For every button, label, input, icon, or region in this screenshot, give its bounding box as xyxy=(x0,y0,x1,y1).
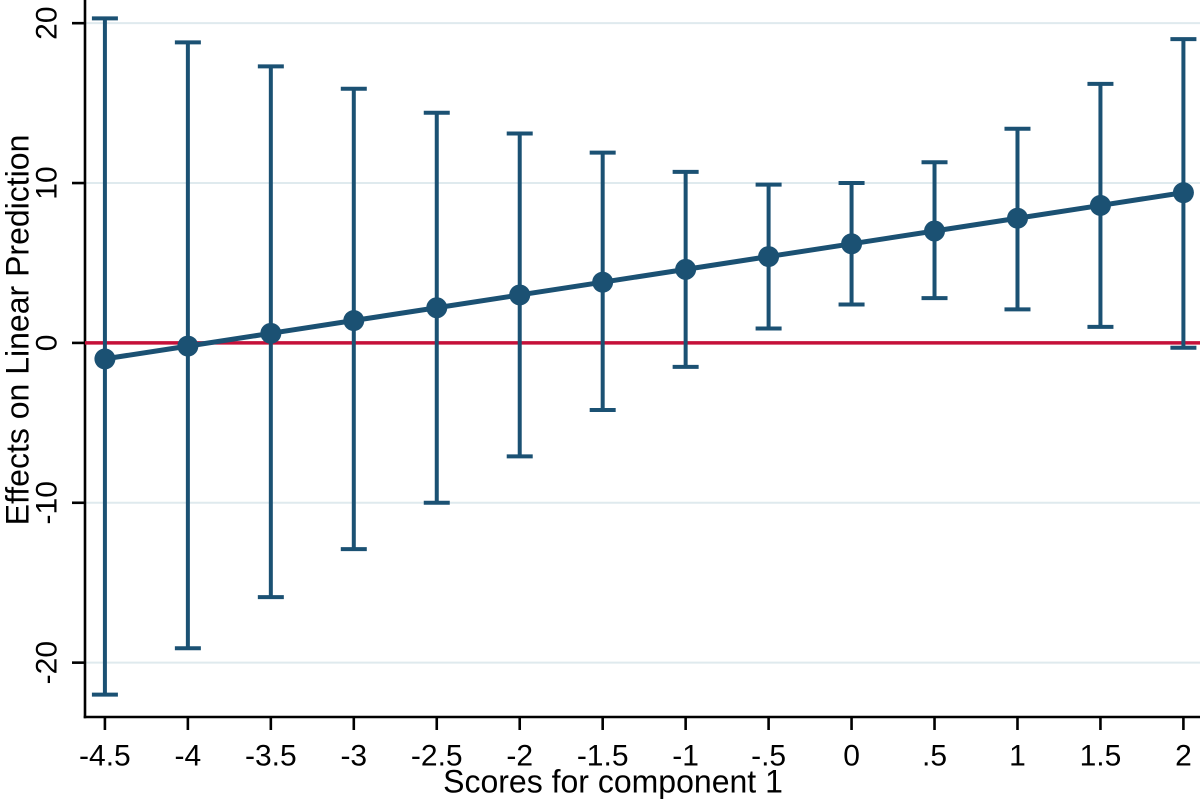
data-point xyxy=(841,233,863,255)
data-point xyxy=(426,297,448,319)
x-tick-label: -2.5 xyxy=(411,740,463,773)
x-tick-label: 2 xyxy=(1175,740,1192,773)
x-tick-label: -3 xyxy=(340,740,367,773)
y-tick-label: -10 xyxy=(31,481,64,524)
data-point xyxy=(1006,207,1028,229)
data-point xyxy=(509,284,531,306)
x-axis-title: Scores for component 1 xyxy=(443,763,783,800)
y-tick-label: -20 xyxy=(31,641,64,684)
y-tick-label: 10 xyxy=(31,166,64,199)
x-tick-label: -4.5 xyxy=(79,740,131,773)
y-tick-label: 20 xyxy=(31,6,64,39)
data-point xyxy=(924,220,946,242)
data-point xyxy=(592,271,614,293)
data-point xyxy=(1172,182,1194,204)
x-tick-label: -2 xyxy=(506,740,533,773)
x-tick-label: -1.5 xyxy=(577,740,629,773)
x-tick-label: 0 xyxy=(843,740,860,773)
data-point xyxy=(343,310,365,332)
x-tick-label: -3.5 xyxy=(245,740,297,773)
x-tick-label: -1 xyxy=(672,740,699,773)
data-point xyxy=(675,258,697,280)
x-tick-label: -.5 xyxy=(751,740,786,773)
y-tick-label: 0 xyxy=(31,335,64,352)
y-axis-title: Effects on Linear Prediction xyxy=(0,134,36,526)
x-tick-label: 1.5 xyxy=(1080,740,1122,773)
x-tick-label: .5 xyxy=(922,740,947,773)
data-point xyxy=(758,246,780,268)
x-tick-label: 1 xyxy=(1009,740,1026,773)
data-point xyxy=(260,322,282,344)
data-point xyxy=(1089,194,1111,216)
x-tick-label: -4 xyxy=(175,740,202,773)
data-point xyxy=(177,335,199,357)
trend-line xyxy=(104,190,1184,362)
data-point xyxy=(94,348,116,370)
